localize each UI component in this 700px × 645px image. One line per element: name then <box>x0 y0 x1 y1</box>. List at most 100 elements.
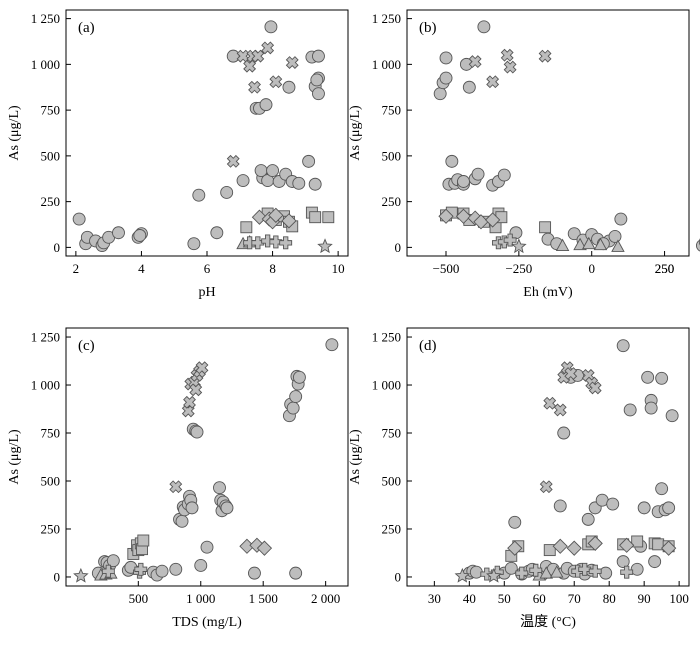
y-tick-label-a: 500 <box>41 148 61 163</box>
triangle-point-b <box>593 237 608 251</box>
x-tick-label-b: 250 <box>655 261 675 276</box>
x-tick-label-d: 70 <box>568 591 581 606</box>
y-tick-label-b: 1 250 <box>372 11 401 26</box>
circle-point-d <box>637 501 651 515</box>
y-tick-label-d: 1 250 <box>372 330 401 345</box>
circle-point-a <box>266 164 280 177</box>
panel-label-a: (a) <box>78 20 95 36</box>
cross-point-a <box>226 154 240 168</box>
cross-point-b <box>503 60 517 74</box>
y-tick-label-c: 500 <box>41 473 61 488</box>
cross-point-b <box>486 75 500 89</box>
x-tick-label-c: 1 000 <box>186 591 215 606</box>
circle-point-a <box>310 73 324 87</box>
y-tick-label-c: 1 000 <box>31 378 60 393</box>
x-tick-label-d: 100 <box>669 591 689 606</box>
cross-point-a <box>236 49 250 63</box>
cross-point-a <box>261 41 275 55</box>
circle-point-b <box>433 87 447 101</box>
x-tick-label-b: 0 <box>588 261 595 276</box>
plus-point-a <box>251 236 265 250</box>
y-tick-label-b: 500 <box>382 148 402 163</box>
cross-point-b <box>468 55 482 69</box>
cross-point-c <box>195 361 209 375</box>
star-point-a <box>317 238 333 254</box>
circle-point-c <box>194 559 208 572</box>
circle-point-c <box>248 566 261 580</box>
cross-point-c <box>189 383 203 397</box>
diamond-point-d <box>552 538 568 554</box>
circle-point-c <box>213 481 226 495</box>
y-tick-label-c: 250 <box>41 521 61 536</box>
circle-point-c <box>200 540 214 554</box>
circle-point-a <box>282 80 296 94</box>
y-tick-label-a: 750 <box>41 103 61 118</box>
axes-frame-c <box>65 327 349 587</box>
circle-point-b <box>608 229 622 243</box>
diamond-point-d <box>566 540 582 556</box>
square-point-b <box>539 221 552 234</box>
plus-point-d <box>588 564 602 578</box>
panel-a: 2 4 6 8 10 0 250 500 750 1 000 1 250 (a) pH As (μg… <box>7 9 349 300</box>
x-tick-label-d: 90 <box>638 591 651 606</box>
x-tick-label-a: 8 <box>269 261 276 276</box>
circle-point-a <box>302 154 316 168</box>
diamond-point-a <box>281 213 297 229</box>
circle-point-a <box>236 174 250 188</box>
circle-point-a <box>259 98 273 112</box>
circle-point-c <box>185 501 199 515</box>
cross-point-a <box>248 80 261 94</box>
cross-point-b <box>538 49 552 63</box>
triangle-point-b <box>582 236 596 250</box>
diamond-point-b <box>438 208 454 224</box>
diamond-point-b <box>455 208 472 224</box>
triangle-point-b <box>573 237 587 251</box>
plus-point-c <box>134 562 148 576</box>
circle-point-a <box>210 226 224 240</box>
circle-point-b <box>477 20 491 34</box>
cross-point-b <box>500 48 514 62</box>
y-axis-label-c: As (μg/L) <box>7 429 22 485</box>
cross-point-a <box>251 49 265 63</box>
cross-point-a <box>269 75 283 89</box>
x-tick-label-a: 2 <box>73 261 80 276</box>
cross-point-d <box>588 381 602 395</box>
circle-point-d <box>557 426 571 440</box>
cross-point-a <box>285 56 299 69</box>
y-axis-label-a: As (μg/L) <box>7 105 22 161</box>
star-point-c <box>73 567 89 583</box>
cross-point-d <box>581 368 595 382</box>
x-tick-label-b: −500 <box>433 261 460 276</box>
y-tick-label-d: 1 000 <box>372 378 401 393</box>
y-tick-label-a: 250 <box>41 194 61 209</box>
y-tick-label-d: 500 <box>382 473 402 488</box>
circle-point-d <box>606 497 620 511</box>
triangle-point-b <box>611 239 625 252</box>
plus-point-d <box>620 565 634 579</box>
y-tick-label-d: 0 <box>395 569 402 584</box>
x-tick-label-d: 30 <box>428 591 441 606</box>
circle-point-c <box>325 338 339 352</box>
circle-point-c <box>289 390 303 403</box>
circle-point-a <box>112 226 125 240</box>
panel-label-d: (d) <box>419 338 437 354</box>
circle-point-a <box>220 186 234 199</box>
diamond-point-b <box>484 212 501 228</box>
circle-point-d <box>641 370 655 384</box>
x-tick-label-d: 40 <box>463 591 476 606</box>
diamond-point-d <box>619 537 635 553</box>
y-tick-label-b: 1 000 <box>372 57 401 72</box>
triangle-point-d <box>539 566 554 579</box>
diamond-point-a <box>251 209 268 225</box>
circle-point-c <box>169 562 183 576</box>
circle-point-c <box>220 501 234 515</box>
cross-point-c <box>169 480 183 494</box>
x-tick-label-d: 50 <box>498 591 511 606</box>
circle-point-d <box>581 512 595 526</box>
circle-point-c <box>106 554 120 568</box>
plus-point-a <box>279 236 293 250</box>
x-tick-label-a: 6 <box>204 261 211 276</box>
cross-point-a <box>243 59 257 73</box>
square-point-a <box>240 221 253 234</box>
